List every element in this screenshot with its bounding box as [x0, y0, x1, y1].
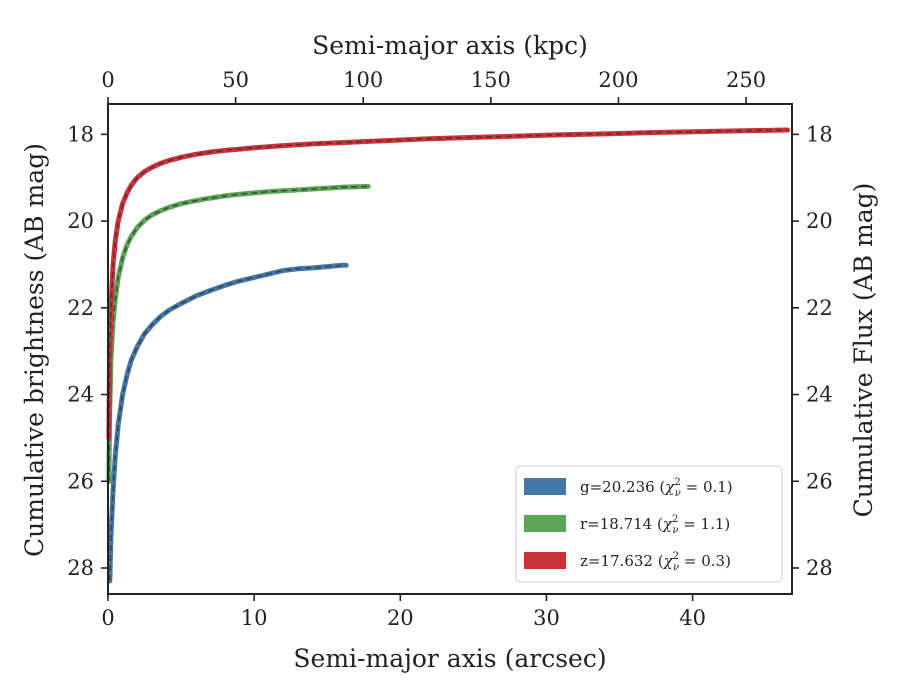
- legend-label-1: r=18.714 (χ2 ν = 1.1): [580, 514, 730, 536]
- legend-swatch-1: [524, 515, 566, 532]
- series-model-line-0: [109, 264, 347, 582]
- right-y-tick-label-3: 24: [806, 383, 833, 407]
- x-tick-label-0: 0: [101, 606, 114, 630]
- legend: g=20.236 (χ2 ν = 0.1) r=18.714 (χ2 ν = 1.1)…: [515, 465, 783, 583]
- top-x-tick-label-3: 150: [471, 68, 511, 92]
- top-x-tick-label-0: 0: [101, 68, 114, 92]
- legend-label-2: z=17.632 (χ2 ν = 0.3): [580, 551, 731, 573]
- plot-curves: [106, 127, 791, 584]
- x-tick-label-1: 10: [241, 606, 268, 630]
- series-line-1: [106, 183, 371, 484]
- series-line-2: [106, 127, 791, 441]
- x-axis-label: Semi-major axis (arcsec): [293, 644, 606, 673]
- series-model-line-1: [108, 185, 369, 482]
- top-x-tick-label-4: 200: [598, 68, 638, 92]
- series-model-line-2: [108, 129, 788, 438]
- legend-frame: [515, 465, 783, 583]
- top-x-tick-label-2: 100: [343, 68, 383, 92]
- legend-swatch-0: [524, 478, 566, 495]
- legend-swatch-2: [524, 552, 566, 569]
- right-y-tick-label-0: 18: [806, 122, 833, 146]
- right-y-tick-label-5: 28: [806, 556, 833, 580]
- y-tick-label-1: 20: [67, 209, 94, 233]
- y-axis-label: Cumulative brightness (AB mag): [20, 143, 49, 557]
- top-x-axis-label: Semi-major axis (kpc): [312, 31, 588, 60]
- axis-ticks: 0 10 20 30 40 0 50 100 150 200 250 18 18 20 20 22 22 24 24…: [67, 68, 832, 630]
- x-tick-label-3: 30: [533, 606, 560, 630]
- right-y-tick-label-1: 20: [806, 209, 833, 233]
- y-tick-label-2: 22: [67, 296, 94, 320]
- top-x-tick-label-5: 250: [726, 68, 766, 92]
- x-tick-label-2: 20: [387, 606, 414, 630]
- y-tick-label-5: 28: [67, 556, 94, 580]
- legend-label-0: g=20.236 (χ2 ν = 0.1): [580, 477, 733, 499]
- y-tick-label-0: 18: [67, 122, 94, 146]
- right-y-tick-label-2: 22: [806, 296, 833, 320]
- y-tick-label-4: 26: [67, 469, 94, 493]
- top-x-tick-label-1: 50: [222, 68, 249, 92]
- right-y-tick-label-4: 26: [806, 469, 833, 493]
- x-tick-label-4: 40: [679, 606, 706, 630]
- plot-frame: [107, 103, 793, 595]
- right-y-axis-label: Cumulative Flux (AB mag): [849, 183, 878, 518]
- y-tick-label-3: 24: [67, 383, 94, 407]
- series-line-0: [107, 262, 349, 584]
